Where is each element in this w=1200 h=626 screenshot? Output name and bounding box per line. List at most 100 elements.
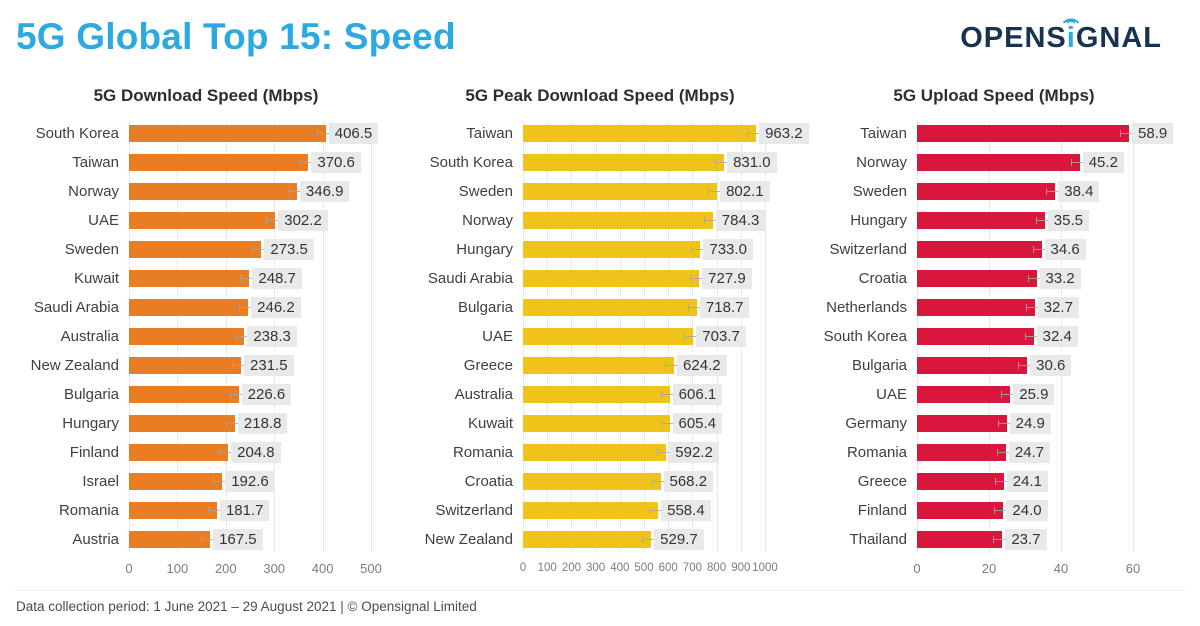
bar-row: Sweden 38.4 [802, 177, 1186, 206]
category-label: Romania [452, 444, 513, 461]
bar-track: 192.6 [129, 471, 371, 492]
value-label: 204.8 [231, 442, 281, 463]
value-label: 35.5 [1047, 210, 1089, 231]
value-label: 32.7 [1037, 297, 1079, 318]
bar [523, 328, 703, 345]
bar [129, 241, 271, 258]
bar [129, 270, 259, 287]
value-label: 38.4 [1058, 181, 1100, 202]
bar-row: Romania 592.2 [408, 438, 792, 467]
bar-row: Saudi Arabia 246.2 [14, 293, 398, 322]
opensignal-logo: OPENS i GNAL [960, 18, 1162, 55]
category-label: UAE [88, 212, 119, 229]
x-tick-label: 40 [1053, 561, 1069, 576]
bar-track: 181.7 [129, 500, 371, 521]
bar [523, 444, 676, 461]
value-label: 23.7 [1005, 529, 1047, 550]
category-label: UAE [876, 386, 907, 403]
footer-note: Data collection period: 1 June 2021 – 29… [14, 590, 1186, 614]
value-label: 246.2 [251, 297, 301, 318]
x-tick-label: 0 [519, 562, 527, 574]
bar [523, 473, 670, 490]
bar-row: Norway 346.9 [14, 177, 398, 206]
x-tick-label: 300 [586, 562, 606, 574]
value-label: 963.2 [759, 123, 809, 144]
chart-body: Taiwan 963.2 South Korea 831.0 Sweden 802.1 No… [408, 119, 809, 578]
bar [917, 183, 1065, 200]
bar [917, 444, 1015, 461]
bar [523, 357, 684, 374]
category-label: Taiwan [860, 125, 907, 142]
bar-track: 733.0 [523, 239, 765, 260]
category-label: New Zealand [30, 357, 119, 374]
bar-row: Norway 45.2 [802, 148, 1186, 177]
bar [917, 241, 1051, 258]
x-tick-label: 100 [166, 561, 189, 576]
bar [523, 531, 661, 548]
value-label: 784.3 [715, 210, 766, 231]
bar-track: 25.9 [917, 384, 1133, 405]
x-tick-label: 100 [537, 562, 557, 574]
value-label: 406.5 [328, 123, 379, 144]
bar-row: Austria 167.5 [14, 525, 398, 554]
bar-row: Switzerland 558.4 [408, 496, 792, 525]
chart-download-speed: 5G Download Speed (Mbps) South Korea 406.… [14, 86, 398, 578]
value-label: 302.2 [278, 210, 328, 231]
value-label: 592.2 [669, 442, 719, 463]
logo-letter-i: i [1063, 18, 1080, 55]
bar-row: Taiwan 370.6 [14, 148, 398, 177]
bar-row: Saudi Arabia 727.9 [408, 264, 792, 293]
category-label: Taiwan [466, 125, 513, 142]
bar-row: Thailand 23.7 [802, 525, 1186, 554]
value-label: 24.9 [1009, 413, 1051, 434]
bar-row: Greece 24.1 [802, 467, 1186, 496]
category-label: Saudi Arabia [427, 270, 513, 287]
bar-row: Switzerland 34.6 [802, 235, 1186, 264]
x-tick-label: 400 [311, 561, 334, 576]
bar-row: Kuwait 605.4 [408, 409, 792, 438]
bar [523, 415, 679, 432]
bar [917, 415, 1016, 432]
chart-title: 5G Download Speed (Mbps) [93, 86, 319, 105]
bar [917, 270, 1046, 287]
bar-row: Israel 192.6 [14, 467, 398, 496]
bar [129, 502, 226, 519]
value-label: 605.4 [672, 413, 723, 434]
bar [523, 270, 709, 287]
bar-row: Finland 24.0 [802, 496, 1186, 525]
category-label: Norway [68, 183, 119, 200]
value-label: 167.5 [213, 529, 263, 550]
bar [129, 183, 306, 200]
bar [129, 473, 232, 490]
bar-row: Croatia 568.2 [408, 467, 792, 496]
category-label: Australia [60, 328, 119, 345]
bar-track: 32.7 [917, 297, 1133, 318]
value-label: 33.2 [1039, 268, 1081, 289]
category-label: Thailand [849, 531, 907, 548]
bar-row: UAE 302.2 [14, 206, 398, 235]
bar-row: New Zealand 529.7 [408, 525, 792, 554]
value-label: 802.1 [720, 181, 770, 202]
bar [129, 154, 318, 171]
bar-track: 248.7 [129, 268, 371, 289]
bar-row: Hungary 218.8 [14, 409, 398, 438]
x-axis: 0 100 200 300 400 500 600 700 800 900 1000 [519, 554, 778, 578]
category-label: Sweden [458, 183, 513, 200]
bar-track: 718.7 [523, 297, 765, 318]
bar-track: 346.9 [129, 181, 371, 202]
bar-track: 24.1 [917, 471, 1133, 492]
bar-row: Bulgaria 226.6 [14, 380, 398, 409]
bar [523, 212, 722, 229]
bar-track: 204.8 [129, 442, 371, 463]
chart-peak-download-speed: 5G Peak Download Speed (Mbps) Taiwan 963.… [408, 86, 809, 578]
value-label: 30.6 [1030, 355, 1072, 376]
bar-row: Hungary 35.5 [802, 206, 1186, 235]
value-label: 624.2 [677, 355, 727, 376]
chart-body: South Korea 406.5 Taiwan 370.6 Norway 346.9 UA… [14, 119, 398, 578]
bar-track: 568.2 [523, 471, 765, 492]
bar [917, 154, 1089, 171]
x-axis: 0 20 40 60 [913, 554, 1140, 578]
logo-text-left: OPENS [960, 22, 1067, 54]
bar-row: Finland 204.8 [14, 438, 398, 467]
category-label: Sweden [852, 183, 907, 200]
